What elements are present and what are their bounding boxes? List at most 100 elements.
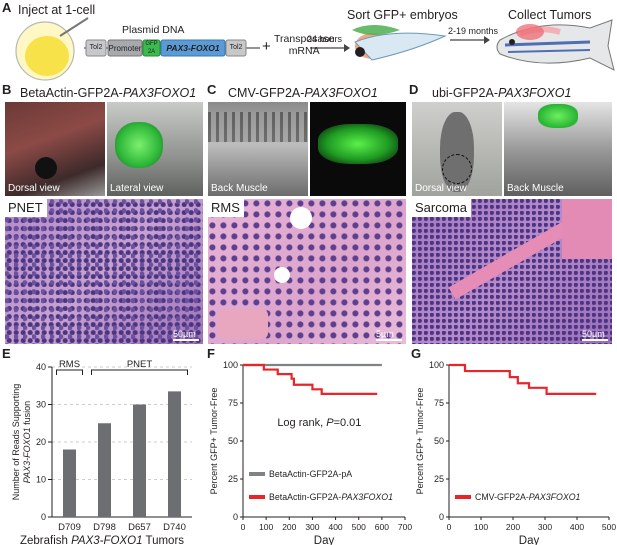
group-bracket bbox=[91, 369, 188, 375]
panel-b-title-gene: PAX3FOXO1 bbox=[122, 86, 197, 100]
category-label: D798 bbox=[93, 522, 116, 533]
ytick-label-e: 30 bbox=[36, 400, 46, 410]
y-axis-label: Percent GFP+ Tumor-Free bbox=[209, 388, 219, 495]
ytick-label: 100 bbox=[223, 360, 238, 370]
category-label: D740 bbox=[163, 522, 186, 533]
ytick-label-e: 0 bbox=[41, 512, 46, 522]
arrow-label-24h: 24 hours bbox=[307, 34, 343, 44]
histology-sarcoma-label: Sarcoma bbox=[412, 199, 472, 217]
photo-b-lateral-caption: Lateral view bbox=[110, 183, 164, 194]
legend-label: BetaActin-GFP2A-PAX3FOXO1 bbox=[269, 492, 393, 502]
panel-d-title-gene: PAX3FOXO1 bbox=[498, 86, 572, 100]
ytick-label: 75 bbox=[434, 398, 444, 408]
photo-c-brightfield: Back Muscle bbox=[208, 102, 308, 196]
plasmid-title: Plasmid DNA bbox=[122, 24, 185, 36]
panel-c-title: CMV-GFP2A-PAX3FOXO1 bbox=[228, 86, 378, 100]
survival-chart-f: 0 25 50 75 100 0 100 200 300 400 500 600 700 Day Perce… bbox=[209, 360, 412, 545]
panel-b-title-plain: BetaActin-GFP2A- bbox=[20, 86, 123, 100]
ytick-label: 0 bbox=[439, 512, 444, 522]
group-label: RMS bbox=[59, 359, 80, 370]
label-plain-part: BetaActin-GFP2A-pA bbox=[269, 469, 352, 479]
fusion-gene-label: PAX3-FOXO1 bbox=[166, 43, 220, 53]
label-plain-part: CMV-GFP2A- bbox=[475, 492, 529, 502]
xtick-label: 700 bbox=[398, 522, 412, 532]
histology-pnet: PNET 50µm bbox=[5, 199, 203, 344]
label-italic-part: PAX3-FOXO1 bbox=[22, 425, 32, 483]
panel-c-title-plain: CMV-GFP2A- bbox=[228, 86, 305, 100]
ytick-label-e: 20 bbox=[36, 437, 46, 447]
label-plain-part: Zebrafish bbox=[20, 535, 71, 545]
legend-label: BetaActin-GFP2A-pA bbox=[269, 469, 352, 479]
label-italic-part: P bbox=[326, 417, 334, 429]
scale-bar-b-text: 50µm bbox=[173, 329, 196, 339]
gfp-2a-box: GFP 2A bbox=[143, 40, 160, 56]
xtick-label: 500 bbox=[352, 522, 366, 532]
photo-d-back-muscle: Back Muscle bbox=[504, 102, 612, 196]
ytick-label: 100 bbox=[429, 360, 444, 370]
xtick-label: 600 bbox=[375, 522, 389, 532]
transposase-line2: mRNA bbox=[288, 45, 320, 57]
bar bbox=[168, 391, 181, 517]
label-plain-part: fusion bbox=[22, 401, 32, 425]
xtick-label: 100 bbox=[259, 522, 273, 532]
label-italic-part: PAX3-FOXO1 bbox=[71, 535, 142, 545]
histology-sarcoma: Sarcoma 50µm bbox=[412, 199, 612, 344]
transposase-line1: Transposase bbox=[274, 33, 335, 45]
photo-b-dorsal: Dorsal view bbox=[5, 102, 105, 196]
scale-bar-b: 50µm bbox=[173, 329, 199, 341]
label-plain-part: Log rank, bbox=[277, 417, 326, 429]
promoter-label: Promoter bbox=[108, 44, 142, 53]
scale-bar-c: 5µm bbox=[376, 329, 402, 341]
inject-label: Inject at 1-cell bbox=[18, 3, 96, 17]
panel-c-title-gene: PAX3FOXO1 bbox=[304, 86, 378, 100]
xtick-label: 500 bbox=[602, 522, 616, 532]
group-label: PNET bbox=[127, 359, 153, 370]
xtick-label: 400 bbox=[570, 522, 584, 532]
ytick-label: 25 bbox=[434, 474, 444, 484]
xtick-label: 300 bbox=[305, 522, 319, 532]
photo-b-dorsal-caption: Dorsal view bbox=[8, 183, 60, 194]
2a-label: 2A bbox=[147, 49, 156, 55]
label-italic-part: PAX3FOXO1 bbox=[341, 492, 393, 502]
transposase-label: Transposase mRNA bbox=[274, 33, 334, 57]
panel-d-title-plain: ubi-GFP2A- bbox=[432, 86, 498, 100]
label-plain-part: =0.01 bbox=[334, 417, 362, 429]
bar bbox=[133, 404, 146, 517]
arrow-label-months: 2-19 months bbox=[448, 26, 499, 36]
label-plain-part: Tumors bbox=[142, 535, 184, 545]
panel-label-c: C bbox=[207, 82, 217, 97]
schematic-svg bbox=[15, 17, 615, 81]
xtick-label: 200 bbox=[282, 522, 296, 532]
gfp-label: GFP bbox=[145, 41, 158, 47]
ytick-label-e: 40 bbox=[36, 362, 46, 372]
panel-label-g: G bbox=[411, 346, 422, 361]
photo-c-caption: Back Muscle bbox=[211, 183, 268, 194]
ytick-label: 75 bbox=[228, 398, 238, 408]
histology-rms-label: RMS bbox=[208, 199, 244, 217]
ytick-label-e: 10 bbox=[36, 475, 46, 485]
ytick-label: 50 bbox=[434, 436, 444, 446]
label-italic-part: PAX3FOXO1 bbox=[529, 492, 581, 502]
log-rank-annotation: Log rank, P=0.01 bbox=[277, 417, 361, 429]
y-axis-label-e-line2: PAX3-FOXO1 fusion bbox=[22, 401, 32, 483]
bar-chart-e: 0 10 20 30 40 D709 D798 D657 D740 RMS PNET Number o… bbox=[11, 359, 192, 545]
label-plain-part: BetaActin-GFP2A- bbox=[269, 492, 341, 502]
bar bbox=[63, 449, 76, 517]
xtick-label: 0 bbox=[241, 522, 246, 532]
panel-b-title: BetaActin-GFP2A-PAX3FOXO1 bbox=[20, 86, 196, 100]
xtick-label: 100 bbox=[474, 522, 488, 532]
histology-pnet-label: PNET bbox=[5, 199, 47, 217]
panel-label-b: B bbox=[2, 82, 12, 97]
xtick-label: 200 bbox=[506, 522, 520, 532]
bar bbox=[98, 423, 111, 517]
panel-label-a: A bbox=[2, 0, 12, 15]
panel-label-d: D bbox=[409, 82, 419, 97]
xtick-label: 300 bbox=[538, 522, 552, 532]
xtick-label: 400 bbox=[328, 522, 342, 532]
scale-bar-c-text: 5µm bbox=[376, 329, 394, 339]
survival-chart-g: 0 25 50 75 100 0 100 200 300 400 500 Day Percent GFP… bbox=[415, 360, 616, 545]
group-bracket bbox=[56, 369, 83, 375]
plus-sign: + bbox=[262, 38, 271, 55]
panel-label-f: F bbox=[207, 346, 215, 361]
panel-d-title: ubi-GFP2A-PAX3FOXO1 bbox=[432, 86, 571, 100]
